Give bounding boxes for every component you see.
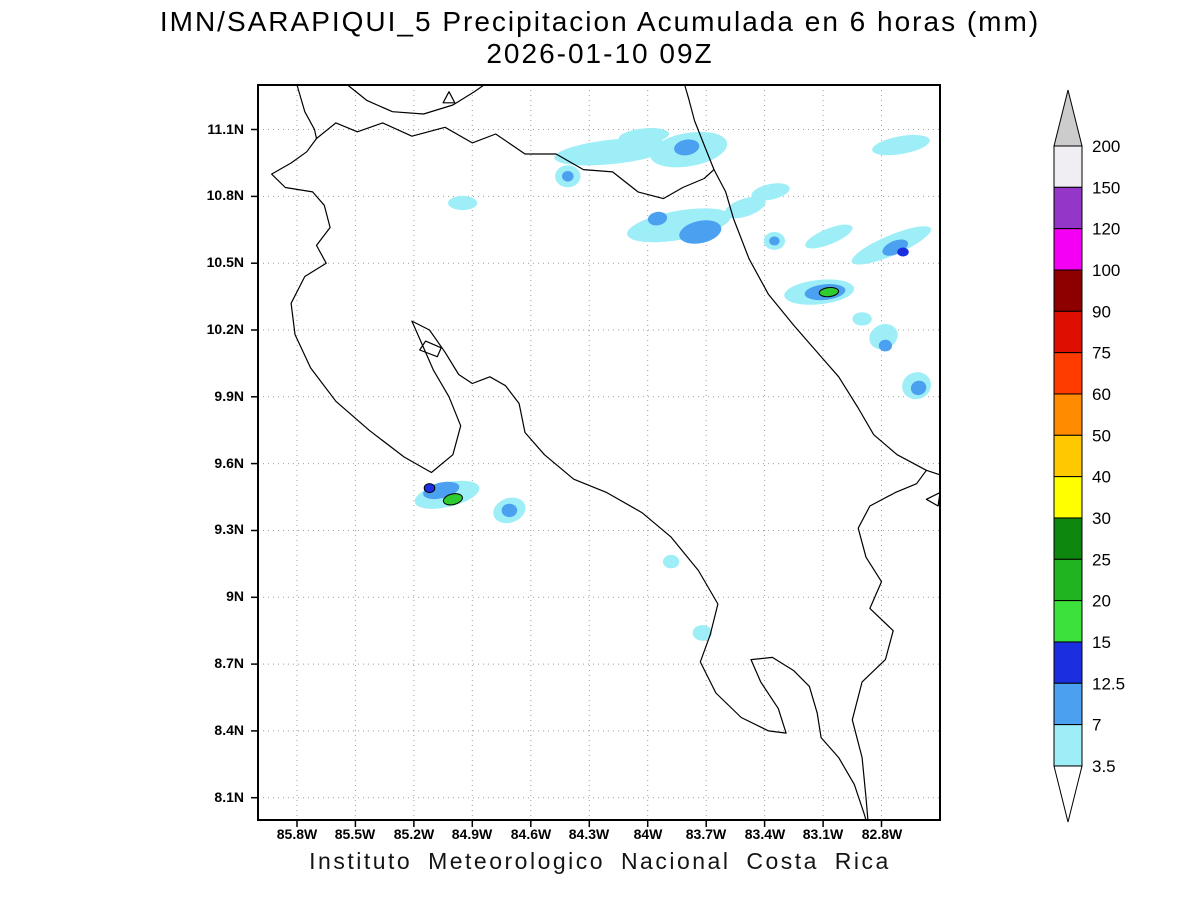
colorbar-svg: 200 150 120 100 90 75 60 50 40 30 25 20 15 12.5 7 3.5	[1053, 89, 1125, 823]
colorbar-label: 200	[1092, 137, 1120, 156]
lon-tick-label: 83.4W	[744, 826, 786, 842]
lat-tick-label: 8.1N	[214, 789, 244, 805]
precip-cell	[679, 220, 722, 244]
lat-tick-label: 9N	[226, 588, 244, 604]
isla-chira	[419, 340, 442, 358]
precip-cell	[897, 247, 909, 257]
precip-cell	[878, 339, 893, 352]
lat-tick-label: 8.7N	[214, 655, 244, 671]
lon-tick-label: 82.8W	[861, 826, 903, 842]
precip-cell	[872, 134, 930, 156]
colorbar-label: 100	[1092, 261, 1120, 280]
precip-cell	[674, 139, 700, 156]
lat-axis: 11.1N 10.8N 10.5N 10.2N 9.9N 9.6N 9.3N 9N 8.7N 8.…	[0, 85, 252, 820]
colorbar-band	[1053, 269, 1083, 312]
lat-tick-label: 11.1N	[207, 121, 244, 137]
precip-cell	[647, 211, 668, 226]
colorbar-label: 150	[1092, 178, 1120, 197]
lon-tick-label: 83.7W	[685, 826, 727, 842]
colorbar-band	[1053, 352, 1083, 395]
lon-tick-label: 85.5W	[334, 826, 376, 842]
lon-tick-label: 85.8W	[276, 826, 318, 842]
precip-cell	[442, 493, 463, 506]
colorbar-label: 50	[1092, 426, 1111, 445]
lat-tick-label: 9.9N	[214, 388, 244, 404]
lake-nicaragua-shore	[347, 84, 485, 115]
colorbar-band	[1053, 476, 1083, 519]
colorbar-band	[1053, 558, 1083, 602]
nicaragua-pacific-coast	[296, 84, 318, 140]
colorbar-band	[1053, 228, 1083, 271]
precip-cell	[724, 196, 766, 219]
colorbar-band	[1053, 310, 1083, 354]
colorbar-band	[1053, 641, 1083, 684]
colorbar-label: 25	[1092, 550, 1111, 569]
colorbar-band	[1053, 682, 1083, 726]
precip-cell	[662, 554, 680, 569]
precip-cell	[618, 128, 669, 145]
colorbar-band	[1053, 434, 1083, 478]
lake-island	[442, 91, 456, 104]
precip-cell	[852, 312, 872, 326]
precip-cell	[769, 236, 780, 246]
page-subtitle-datetime: 2026-01-10 09Z	[486, 38, 714, 69]
precip-cell	[805, 224, 853, 249]
lat-tick-label: 9.3N	[214, 521, 244, 537]
colorbar-label: 90	[1092, 302, 1111, 321]
precip-cell	[554, 138, 671, 166]
colorbar-label: 75	[1092, 344, 1111, 363]
nicaragua-border-san-juan-river	[315, 122, 715, 200]
lon-tick-label: 84.6W	[510, 826, 552, 842]
precip-cell	[692, 625, 712, 641]
colorbar-band	[1053, 724, 1083, 767]
lon-tick-label: 83.1W	[802, 826, 844, 842]
map-frame-border	[257, 84, 941, 821]
colorbar-label: 30	[1092, 509, 1111, 528]
precip-cell	[423, 483, 436, 494]
precip-cell	[818, 287, 840, 298]
colorbar-band	[1053, 393, 1083, 436]
map-svg	[251, 84, 941, 827]
lon-tick-label: 84W	[633, 826, 663, 842]
precip-cell	[562, 171, 574, 182]
caribbean-coast	[713, 169, 941, 476]
precip-cell	[448, 195, 478, 211]
colorbar-label: 15	[1092, 633, 1111, 652]
lat-tick-label: 10.2N	[206, 321, 244, 337]
lon-tick-label: 84.9W	[451, 826, 493, 842]
colorbar-label: 3.5	[1092, 757, 1116, 776]
page-title: IMN/SARAPIQUI_5 Precipitacion Acumulada …	[159, 6, 1041, 37]
colorbar-label: 60	[1092, 385, 1111, 404]
lon-tick-label: 85.2W	[393, 826, 435, 842]
precip-cell	[501, 503, 518, 518]
colorbar-band	[1053, 600, 1083, 643]
colorbar-label: 120	[1092, 220, 1120, 239]
colorbar-label: 20	[1092, 592, 1111, 611]
precip-cell	[751, 183, 790, 201]
bocas-island	[925, 492, 941, 507]
colorbar-bottom-arrow	[1053, 765, 1083, 823]
nicaragua-caribbean-coast	[684, 84, 715, 171]
colorbar-top-arrow	[1053, 89, 1083, 147]
lat-tick-label: 10.8N	[206, 187, 244, 203]
footer-caption: Instituto Meteorologico Nacional Costa R…	[309, 848, 891, 874]
costa-rica-pacific-coast	[271, 137, 867, 821]
colorbar-band	[1053, 517, 1083, 560]
precip-cell	[910, 380, 927, 396]
lat-tick-label: 9.6N	[214, 455, 244, 471]
lon-tick-label: 84.3W	[568, 826, 610, 842]
lat-tick-label: 10.5N	[206, 254, 244, 270]
panama-border	[851, 469, 927, 821]
lat-tick-label: 8.4N	[214, 722, 244, 738]
colorbar-band	[1053, 145, 1083, 188]
lon-axis: 85.8W 85.5W 85.2W 84.9W 84.6W 84.3W 84W 83.7W 83…	[258, 826, 940, 848]
colorbar-label: 12.5	[1092, 674, 1125, 693]
colorbar-label: 7	[1092, 716, 1101, 735]
colorbar-label: 40	[1092, 468, 1111, 487]
colorbar-band	[1053, 186, 1083, 230]
